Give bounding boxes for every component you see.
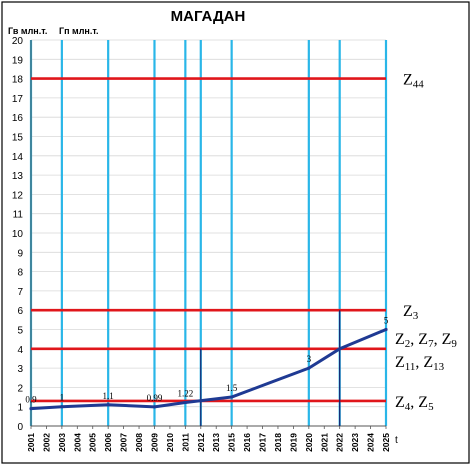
reference-label-main: Z bbox=[423, 354, 433, 371]
data-point bbox=[384, 327, 388, 332]
x-tick-label: 2024 bbox=[366, 433, 376, 452]
x-tick-label: 2006 bbox=[103, 433, 113, 452]
x-tick-label: 2021 bbox=[319, 433, 329, 452]
chart-title: МАГАДАН bbox=[171, 8, 246, 25]
reference-label-sub: 9 bbox=[451, 338, 457, 350]
x-tick-label: 2003 bbox=[57, 433, 67, 452]
y-tick-label: 12 bbox=[12, 190, 24, 201]
x-tick-label: 2004 bbox=[72, 433, 82, 452]
x-tick-label: 2009 bbox=[149, 433, 159, 452]
reference-label-main: Z bbox=[418, 394, 428, 411]
data-label: 1 bbox=[60, 393, 65, 403]
data-point bbox=[183, 400, 187, 405]
reference-label: Z11, Z13 bbox=[395, 354, 445, 373]
x-tick-label: 2015 bbox=[227, 433, 237, 452]
x-tick-label: 2023 bbox=[350, 433, 360, 452]
reference-label-sub: 11 bbox=[405, 361, 416, 373]
x-tick-label: 2010 bbox=[165, 433, 175, 452]
reference-label-main: Z bbox=[403, 303, 413, 320]
reference-label-main: Z bbox=[395, 354, 405, 371]
y-tick-label: 0 bbox=[17, 422, 23, 433]
reference-label-sep: , bbox=[410, 394, 418, 411]
x-tick-label: 2007 bbox=[119, 433, 129, 452]
reference-label-main: Z bbox=[442, 331, 452, 348]
y-tick-label: 15 bbox=[12, 133, 24, 144]
reference-label-sub: 7 bbox=[428, 338, 434, 350]
reference-label-main: Z bbox=[395, 331, 405, 348]
reference-label: Z44 bbox=[403, 72, 424, 91]
x-tick-label: 2001 bbox=[26, 433, 36, 452]
x-tick-label: 2025 bbox=[381, 433, 391, 452]
x-tick-label: 2022 bbox=[335, 433, 345, 452]
x-tick-label: 2020 bbox=[304, 433, 314, 452]
data-label: 1.5 bbox=[226, 383, 238, 393]
reference-label-sep: , bbox=[434, 331, 442, 348]
x-axis-label: t bbox=[395, 435, 398, 446]
data-point bbox=[152, 405, 157, 409]
reference-label: Z2, Z7, Z9 bbox=[395, 331, 457, 350]
reference-label-sep: , bbox=[415, 354, 423, 371]
x-tick-label: 2008 bbox=[134, 433, 144, 452]
data-point bbox=[60, 405, 64, 409]
data-point bbox=[307, 366, 311, 370]
data-label: 3 bbox=[307, 354, 312, 364]
x-tick-label: 2017 bbox=[258, 433, 268, 452]
y-tick-label: 14 bbox=[12, 152, 24, 163]
y-tick-label: 4 bbox=[17, 345, 23, 356]
y-tick-label: 20 bbox=[12, 36, 24, 47]
reference-label-main: Z bbox=[418, 331, 428, 348]
y-tick-label: 5 bbox=[17, 326, 23, 337]
y-tick-label: 1 bbox=[17, 403, 23, 414]
data-label: 0.99 bbox=[147, 393, 163, 403]
reference-label-sub: 3 bbox=[413, 310, 419, 322]
y-tick-label: 2 bbox=[17, 383, 23, 394]
y-axis-label-right: Гп млн.т. bbox=[59, 26, 98, 36]
reference-label-sub: 5 bbox=[428, 401, 434, 413]
data-label: 1.1 bbox=[103, 391, 114, 401]
x-tick-label: 2013 bbox=[211, 433, 221, 452]
data-label: 0.9 bbox=[25, 395, 37, 405]
y-tick-label: 8 bbox=[17, 268, 23, 279]
reference-label: Z3 bbox=[403, 303, 419, 322]
reference-label: Z4, Z5 bbox=[395, 394, 434, 413]
y-tick-label: 16 bbox=[12, 113, 24, 124]
y-tick-label: 19 bbox=[12, 55, 24, 66]
y-tick-label: 17 bbox=[12, 94, 24, 105]
data-point bbox=[230, 395, 234, 399]
y-tick-label: 10 bbox=[12, 229, 24, 240]
data-label: 5 bbox=[384, 316, 389, 326]
y-tick-label: 18 bbox=[12, 75, 24, 86]
x-tick-label: 2018 bbox=[273, 433, 283, 452]
y-tick-label: 3 bbox=[17, 364, 23, 375]
reference-label-sub: 4 bbox=[405, 401, 411, 413]
y-tick-label: 11 bbox=[13, 210, 24, 221]
x-tick-label: 2012 bbox=[196, 433, 206, 452]
data-label: 1.22 bbox=[177, 388, 193, 398]
y-tick-label: 13 bbox=[12, 171, 24, 182]
reference-label-sub: 13 bbox=[433, 361, 445, 373]
data-point bbox=[338, 347, 342, 351]
x-tick-label: 2019 bbox=[288, 433, 298, 452]
reference-label-sub: 44 bbox=[413, 79, 425, 91]
reference-label-sub: 2 bbox=[405, 338, 411, 350]
reference-label-sep: , bbox=[410, 331, 418, 348]
x-tick-label: 2002 bbox=[41, 433, 51, 452]
y-axis-label-left: Гв млн.т. bbox=[8, 26, 47, 36]
x-tick-label: 2016 bbox=[242, 433, 252, 452]
x-tick-label: 2005 bbox=[88, 433, 98, 452]
reference-label-main: Z bbox=[395, 394, 405, 411]
y-tick-label: 9 bbox=[17, 248, 23, 259]
data-point bbox=[106, 403, 110, 407]
reference-label-main: Z bbox=[403, 72, 413, 89]
y-tick-label: 6 bbox=[17, 306, 23, 317]
data-point bbox=[29, 407, 33, 411]
y-tick-label: 7 bbox=[17, 287, 23, 298]
x-tick-label: 2011 bbox=[180, 433, 190, 452]
